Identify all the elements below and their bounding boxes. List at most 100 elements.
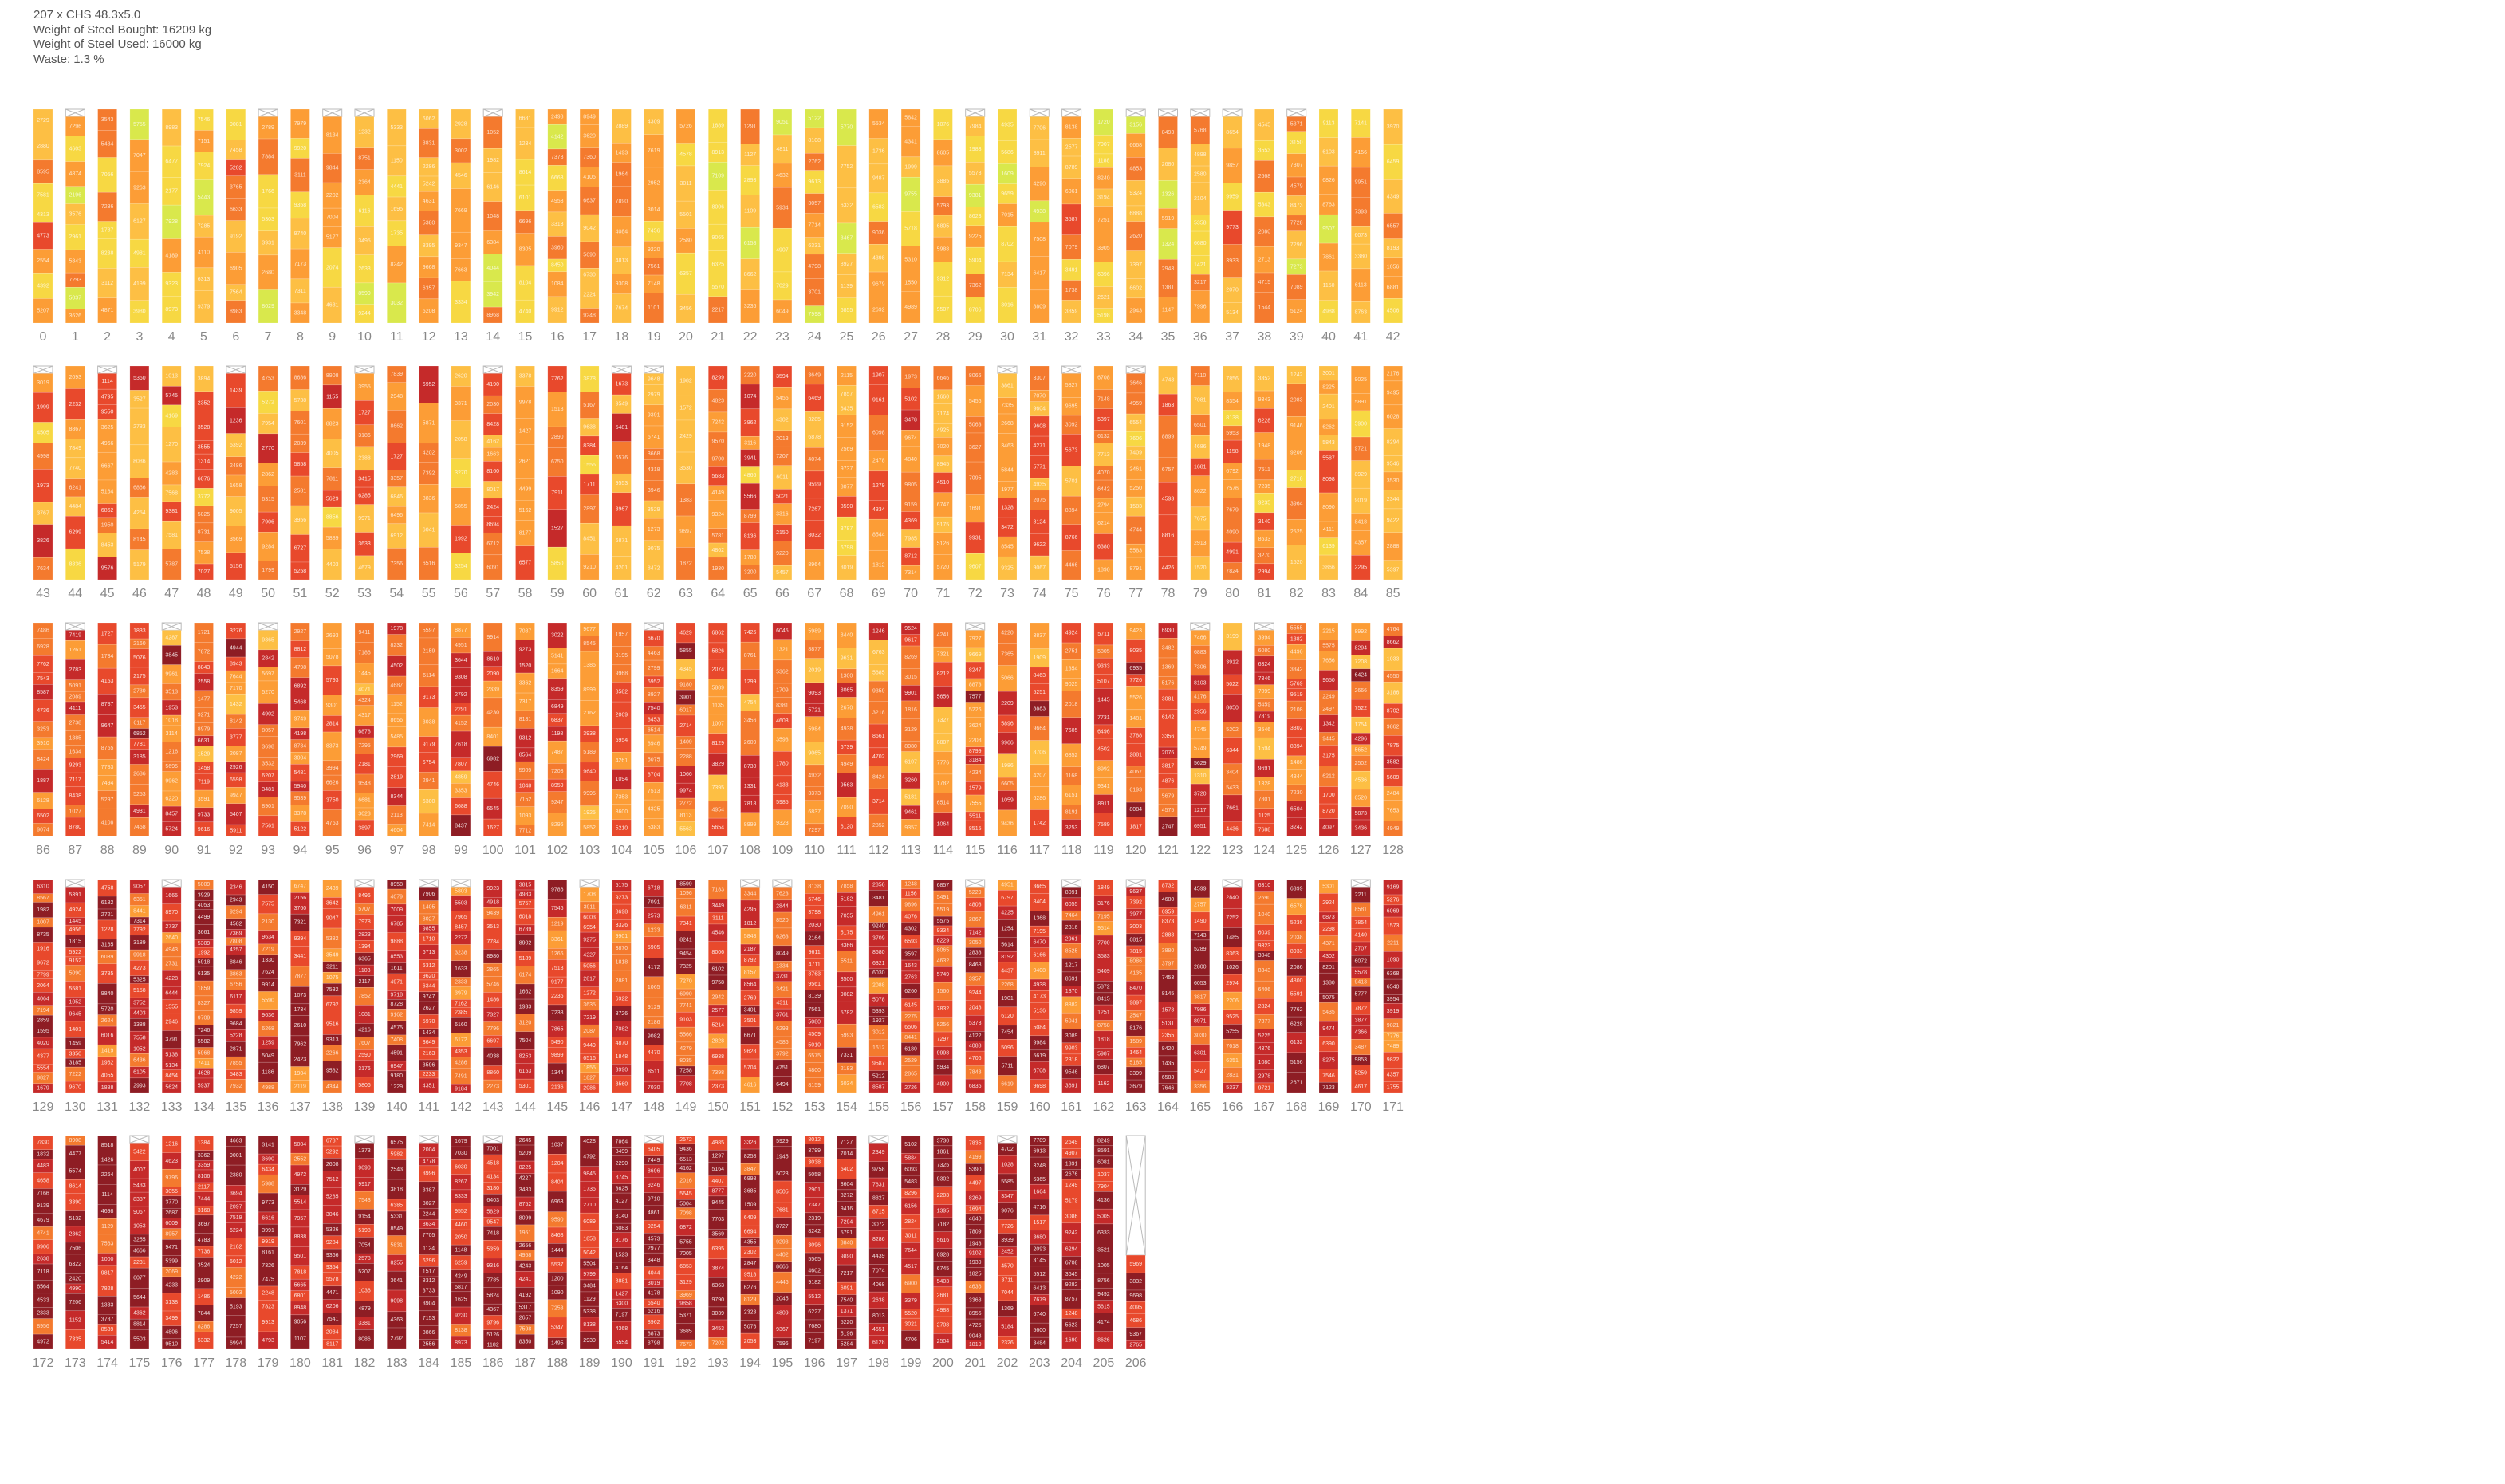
cut-piece-label: 7148: [648, 281, 660, 287]
cut-piece-label: 9668: [423, 265, 435, 270]
bar-index-label: 40: [1321, 330, 1336, 344]
bar-index-label: 35: [1161, 330, 1176, 344]
cut-piece-label: 6301: [1194, 1050, 1207, 1056]
cut-piece: [451, 231, 471, 259]
cut-piece-label: 5844: [1001, 467, 1014, 473]
cut-piece-label: 3527: [133, 397, 146, 403]
cut-piece-label: 9561: [808, 982, 821, 987]
bar-index-label: 86: [36, 844, 50, 857]
cut-piece-label: 5485: [391, 734, 404, 740]
cut-piece-label: 1815: [69, 939, 82, 944]
cut-piece-label: 5096: [1001, 1045, 1014, 1051]
cut-piece-label: 9968: [616, 671, 628, 676]
cut-piece-label: 1114: [101, 379, 113, 384]
cut-piece-label: 7965: [455, 915, 467, 920]
cut-piece-label: 7962: [294, 1041, 307, 1047]
cut-piece-label: 3912: [1226, 660, 1239, 666]
cut-piece-label: 5141: [551, 654, 564, 659]
cut-piece: [1351, 197, 1371, 227]
cut-piece-label: 9179: [423, 742, 435, 747]
cut-piece-label: 5781: [712, 533, 725, 539]
cut-piece: [226, 552, 246, 581]
cut-piece-label: 5407: [230, 812, 242, 817]
cut-piece-label: 2156: [294, 896, 307, 901]
bar-index-label: 159: [997, 1100, 1018, 1114]
cut-piece: [419, 191, 439, 211]
cut-piece: [33, 159, 53, 184]
cut-piece-label: 9524: [904, 626, 917, 632]
cut-piece-label: 9082: [841, 992, 853, 998]
cut-piece-label: 7174: [937, 411, 950, 417]
cut-piece: [161, 549, 182, 581]
bar-index-label: 188: [546, 1356, 568, 1370]
cut-piece-label: 8232: [391, 643, 404, 648]
cut-piece: [451, 525, 471, 553]
stock-bar-134: 5009392940534499366153091992591861351859…: [194, 879, 214, 1094]
cut-piece-label: 2772: [679, 801, 692, 807]
cut-piece-label: 6516: [423, 561, 435, 566]
cut-piece-label: 4044: [486, 266, 499, 271]
cut-piece-label: 1560: [937, 989, 950, 994]
bar-index-label: 28: [936, 330, 951, 344]
cut-piece: [258, 365, 278, 392]
cut-piece: [419, 128, 439, 158]
bar-index-label: 116: [997, 844, 1018, 857]
cut-piece-label: 7752: [841, 164, 853, 170]
cut-piece-label: 3582: [1387, 760, 1400, 766]
cut-piece: [933, 165, 953, 197]
cut-piece: [97, 479, 117, 504]
cut-piece-label: 9005: [230, 509, 242, 514]
cut-piece-label: 2762: [808, 159, 821, 165]
cut-piece-label: 1849: [1097, 885, 1110, 891]
cut-piece-label: 7142: [969, 930, 982, 935]
cut-piece-label: 1434: [423, 1030, 435, 1036]
cut-piece: [965, 225, 985, 248]
cut-piece-label: 8567: [37, 896, 49, 901]
cut-piece-label: 5066: [1001, 676, 1014, 682]
stock-bar-145: 9786754612193361126675189177223672387865…: [547, 879, 568, 1094]
cut-piece-label: 5843: [69, 259, 82, 265]
cut-piece-label: 8192: [1001, 955, 1014, 960]
cut-piece-label: 3421: [776, 987, 789, 993]
cut-piece-label: 5075: [648, 758, 660, 763]
cut-piece-label: 1300: [841, 674, 853, 679]
cut-piece-label: 1018: [165, 718, 178, 723]
cut-piece-label: 1152: [391, 702, 403, 707]
bar-index-label: 190: [611, 1356, 632, 1370]
cut-piece-label: 1405: [423, 905, 435, 911]
cut-piece-label: 7954: [262, 421, 274, 427]
cut-piece-label: 5905: [648, 945, 660, 951]
cut-piece-label: 3048: [1258, 953, 1271, 958]
cut-piece-label: 8359: [551, 687, 564, 692]
cut-piece: [708, 142, 728, 163]
cut-piece-label: 7856: [1226, 376, 1239, 382]
cut-piece-label: 2439: [326, 886, 339, 892]
cut-piece-label: 3253: [37, 727, 49, 733]
cut-piece-label: 1394: [358, 944, 371, 950]
cut-piece-label: 4744: [1129, 528, 1142, 533]
cut-piece-label: 4290: [1034, 182, 1046, 187]
cut-piece-label: 4981: [133, 251, 146, 257]
cut-piece-label: 9449: [583, 1043, 596, 1049]
cut-piece-label: 2924: [1322, 900, 1335, 906]
cut-piece: [547, 258, 568, 273]
cut-piece-label: 7675: [1194, 516, 1207, 522]
cut-piece-label: 3356: [1194, 1084, 1207, 1090]
cut-piece: [258, 433, 278, 463]
cut-piece-label: 9169: [1387, 884, 1400, 890]
cut-piece-label: 9587: [872, 1061, 885, 1066]
cut-piece-label: 2113: [391, 813, 403, 818]
stock-bar-124: 3994608063247346709954597819354615949691…: [1254, 622, 1274, 837]
cut-piece-label: 3004: [294, 756, 307, 762]
cut-piece-label: 9093: [808, 691, 821, 696]
cut-piece-label: 9622: [1034, 542, 1046, 548]
cut-piece-label: 8441: [904, 1035, 917, 1041]
cut-piece: [1286, 131, 1306, 154]
cut-piece: [1318, 194, 1339, 215]
cut-piece-label: 6325: [712, 262, 725, 268]
cut-piece-label: 1916: [37, 946, 49, 951]
cut-piece-label: 2224: [583, 292, 596, 297]
